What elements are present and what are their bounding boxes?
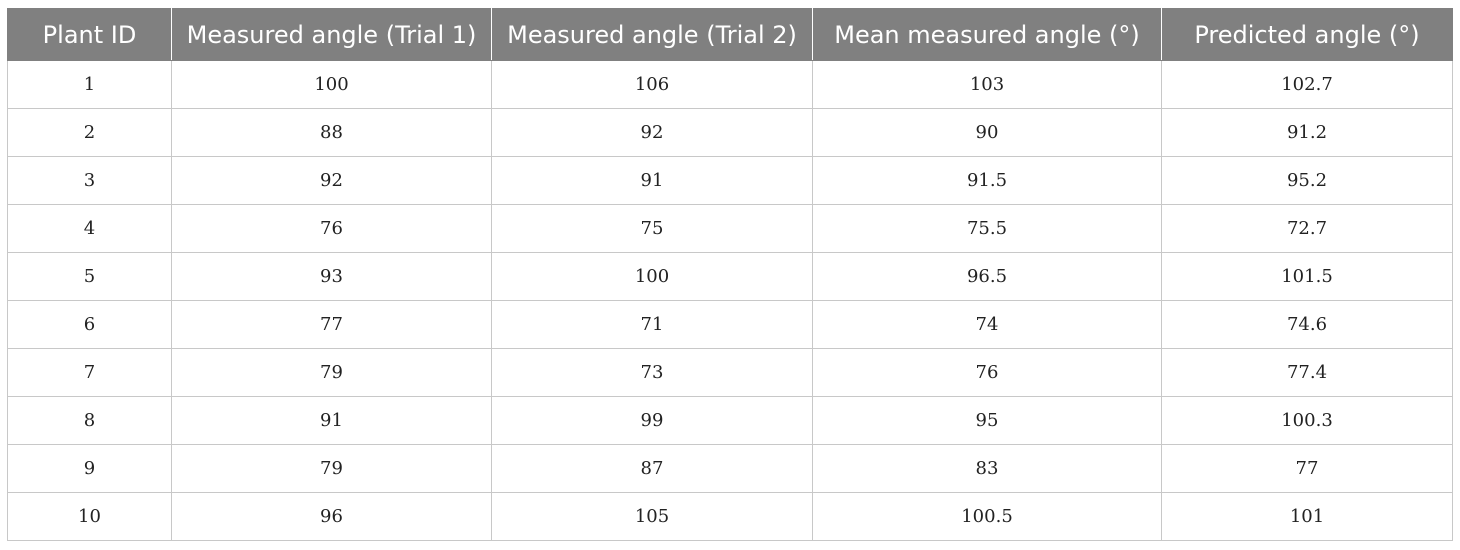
cell-trial-2: 75 — [491, 204, 813, 253]
cell-predicted-angle: 74.6 — [1161, 300, 1453, 349]
cell-trial-2: 91 — [491, 156, 813, 205]
cell-plant-id: 3 — [7, 156, 172, 205]
cell-trial-1: 79 — [171, 444, 492, 493]
cell-trial-1: 76 — [171, 204, 492, 253]
cell-predicted-angle: 100.3 — [1161, 396, 1453, 445]
table-row: 8 91 99 95 100.3 — [7, 396, 1453, 445]
cell-trial-1: 93 — [171, 252, 492, 301]
cell-trial-1: 88 — [171, 108, 492, 157]
table-row: 4 76 75 75.5 72.7 — [7, 204, 1453, 253]
cell-mean-angle: 95 — [812, 396, 1162, 445]
cell-trial-1: 100 — [171, 60, 492, 109]
cell-trial-2: 100 — [491, 252, 813, 301]
data-table: Plant ID Measured angle (Trial 1) Measur… — [7, 8, 1453, 541]
header-measured-angle-trial-1: Measured angle (Trial 1) — [171, 8, 492, 61]
table-header: Plant ID Measured angle (Trial 1) Measur… — [7, 8, 1453, 61]
cell-trial-1: 77 — [171, 300, 492, 349]
cell-plant-id: 10 — [7, 492, 172, 541]
cell-plant-id: 2 — [7, 108, 172, 157]
cell-mean-angle: 75.5 — [812, 204, 1162, 253]
cell-trial-2: 105 — [491, 492, 813, 541]
cell-mean-angle: 76 — [812, 348, 1162, 397]
cell-trial-2: 87 — [491, 444, 813, 493]
cell-predicted-angle: 102.7 — [1161, 60, 1453, 109]
cell-predicted-angle: 72.7 — [1161, 204, 1453, 253]
cell-trial-2: 106 — [491, 60, 813, 109]
cell-predicted-angle: 95.2 — [1161, 156, 1453, 205]
cell-trial-2: 92 — [491, 108, 813, 157]
cell-plant-id: 5 — [7, 252, 172, 301]
cell-plant-id: 8 — [7, 396, 172, 445]
table-body: 1 100 106 103 102.7 2 88 92 90 91.2 3 92 91 91.5 95.2 4… — [7, 60, 1453, 541]
cell-trial-2: 99 — [491, 396, 813, 445]
cell-mean-angle: 96.5 — [812, 252, 1162, 301]
table-row: 5 93 100 96.5 101.5 — [7, 252, 1453, 301]
cell-trial-2: 73 — [491, 348, 813, 397]
cell-plant-id: 4 — [7, 204, 172, 253]
data-table-container: Plant ID Measured angle (Trial 1) Measur… — [7, 8, 1453, 541]
header-measured-angle-trial-2: Measured angle (Trial 2) — [491, 8, 813, 61]
cell-plant-id: 9 — [7, 444, 172, 493]
cell-predicted-angle: 77.4 — [1161, 348, 1453, 397]
cell-predicted-angle: 91.2 — [1161, 108, 1453, 157]
cell-predicted-angle: 101 — [1161, 492, 1453, 541]
cell-trial-1: 79 — [171, 348, 492, 397]
cell-mean-angle: 90 — [812, 108, 1162, 157]
table-row: 2 88 92 90 91.2 — [7, 108, 1453, 157]
cell-predicted-angle: 101.5 — [1161, 252, 1453, 301]
cell-trial-2: 71 — [491, 300, 813, 349]
cell-plant-id: 1 — [7, 60, 172, 109]
table-row: 3 92 91 91.5 95.2 — [7, 156, 1453, 205]
cell-trial-1: 92 — [171, 156, 492, 205]
table-row: 10 96 105 100.5 101 — [7, 492, 1453, 541]
header-mean-measured-angle: Mean measured angle (°) — [812, 8, 1162, 61]
cell-mean-angle: 83 — [812, 444, 1162, 493]
table-row: 9 79 87 83 77 — [7, 444, 1453, 493]
header-predicted-angle: Predicted angle (°) — [1161, 8, 1453, 61]
header-row: Plant ID Measured angle (Trial 1) Measur… — [7, 8, 1453, 61]
table-row: 6 77 71 74 74.6 — [7, 300, 1453, 349]
cell-trial-1: 91 — [171, 396, 492, 445]
cell-mean-angle: 91.5 — [812, 156, 1162, 205]
cell-mean-angle: 103 — [812, 60, 1162, 109]
cell-plant-id: 7 — [7, 348, 172, 397]
cell-predicted-angle: 77 — [1161, 444, 1453, 493]
cell-mean-angle: 74 — [812, 300, 1162, 349]
header-plant-id: Plant ID — [7, 8, 172, 61]
cell-trial-1: 96 — [171, 492, 492, 541]
cell-mean-angle: 100.5 — [812, 492, 1162, 541]
cell-plant-id: 6 — [7, 300, 172, 349]
table-row: 1 100 106 103 102.7 — [7, 60, 1453, 109]
table-row: 7 79 73 76 77.4 — [7, 348, 1453, 397]
